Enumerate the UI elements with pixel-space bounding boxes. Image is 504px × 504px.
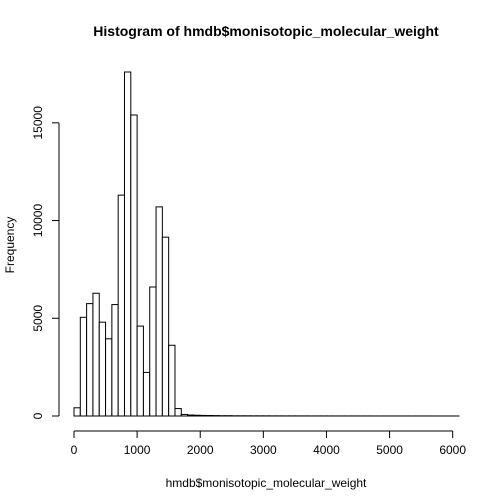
y-tick-label: 0: [31, 412, 45, 419]
histogram-bar: [117, 194, 125, 417]
histogram-bar: [111, 304, 119, 417]
histogram-bar: [79, 316, 88, 417]
x-tick-label: 0: [71, 443, 78, 457]
histogram-bar: [73, 407, 81, 417]
x-axis: 0 1000 2000 3000 4000 5000 6000: [71, 430, 466, 457]
histogram-bar: [123, 71, 132, 417]
y-tick-label: 10000: [31, 204, 45, 238]
y-tick-label: 5000: [31, 305, 45, 332]
histogram-bar: [92, 292, 100, 417]
histogram-bar: [199, 414, 208, 417]
histogram-bar: [168, 344, 176, 417]
histogram-bars: [73, 71, 460, 417]
x-tick-label: 5000: [376, 443, 403, 457]
x-tick-label: 1000: [124, 443, 151, 457]
histogram-bar: [155, 206, 163, 417]
histogram-bar: [161, 236, 170, 417]
histogram-bar: [105, 338, 113, 417]
x-tick-label: 3000: [250, 443, 277, 457]
histogram-bar: [174, 408, 182, 417]
histogram-bar: [130, 114, 138, 417]
y-axis-label: Frequency: [3, 217, 17, 274]
histogram-bar: [149, 286, 157, 417]
x-tick-label: 2000: [187, 443, 214, 457]
histogram-bar: [193, 414, 201, 417]
y-tick-label: 15000: [31, 106, 45, 140]
y-axis: 0 5000 10000 15000: [31, 106, 60, 419]
histogram-bar: [142, 371, 151, 417]
histogram-bar: [180, 413, 189, 417]
chart-title: Histogram of hmdb$monisotopic_molecular_…: [93, 23, 439, 39]
histogram-bar: [187, 414, 195, 417]
x-tick-label: 4000: [313, 443, 340, 457]
histogram-bar: [86, 303, 94, 417]
histogram-bar: [98, 321, 107, 417]
x-axis-label: hmdb$monisotopic_molecular_weight: [166, 476, 367, 490]
x-tick-label: 6000: [439, 443, 466, 457]
histogram-bar: [136, 325, 144, 417]
